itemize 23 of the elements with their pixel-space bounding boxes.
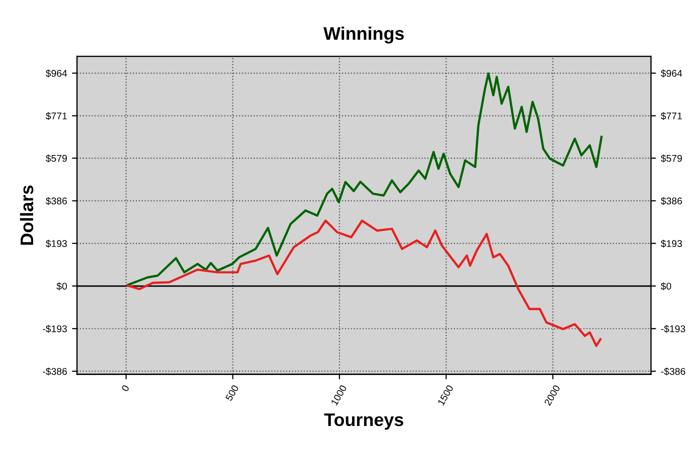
y-tick-label: $964 (46, 69, 67, 78)
y-axis-title: Dollars (20, 185, 34, 245)
y-tick-label: $771 (46, 112, 67, 120)
y2-tick-label: -$193 (661, 324, 686, 333)
y2-tick-label: $193 (660, 240, 682, 248)
y-tick-label: -$193 (42, 324, 67, 333)
line-series (126, 72, 603, 286)
x-tick-label: 0 (121, 384, 130, 392)
y-tick-label: $579 (46, 154, 67, 162)
y2-tick-label: $771 (660, 112, 682, 120)
line-series (126, 220, 602, 347)
x-axis-title: Tourneys (324, 414, 404, 430)
y-tick-label: $386 (46, 197, 67, 205)
x-tick-label: 500 (225, 384, 239, 402)
y-tick-label: $0 (56, 282, 67, 290)
chart-title: Winnings (323, 26, 404, 44)
y2-tick-label: $964 (660, 69, 682, 78)
y2-tick-label: -$386 (661, 368, 686, 376)
y-tick-label: $193 (46, 240, 67, 248)
y2-tick-label: $0 (660, 282, 672, 290)
y2-tick-label: $386 (660, 197, 682, 205)
y-tick-label: -$386 (42, 368, 67, 376)
y2-tick-label: $579 (660, 154, 682, 162)
